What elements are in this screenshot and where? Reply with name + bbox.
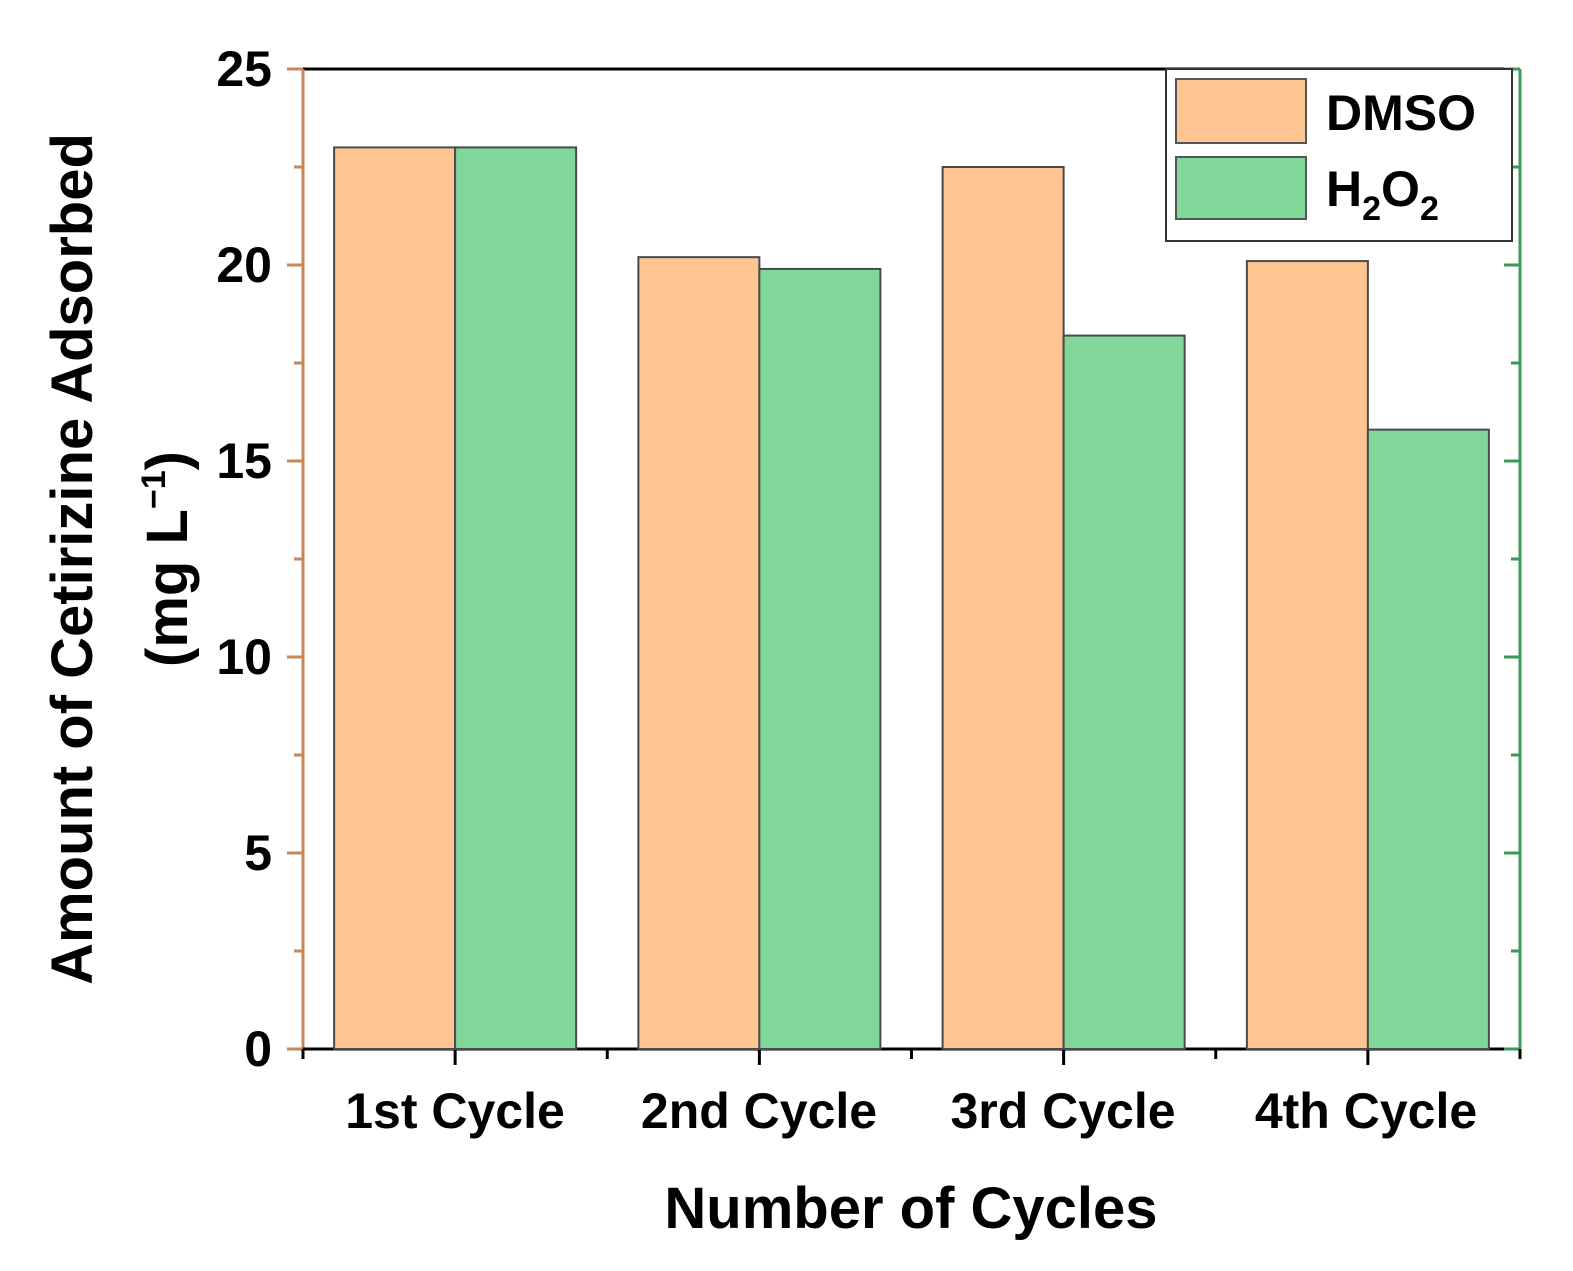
bar-h2o2-4 (1366, 428, 1490, 1050)
bars-group (333, 146, 1490, 1051)
legend-swatch-h2o2 (1175, 156, 1307, 220)
y-tick-label-25: 25 (216, 41, 272, 97)
legend-swatch-dmso (1175, 78, 1307, 144)
x-axis-title: Number of Cycles (664, 1176, 1157, 1241)
y-tick-label-20: 20 (216, 237, 272, 293)
bar-dmso-3 (941, 166, 1065, 1050)
y-tick-label-5: 5 (244, 825, 272, 881)
y-axis-unit: (mg L−1) (135, 451, 200, 667)
bar-dmso-2 (637, 256, 761, 1051)
bar-dmso-4 (1245, 260, 1369, 1050)
x-tick-label-2nd-cycle: 2nd Cycle (641, 1083, 877, 1139)
y-unit-main: (mg L (135, 509, 200, 667)
y-tick-label-10: 10 (216, 629, 272, 685)
bar-h2o2-3 (1062, 334, 1186, 1050)
bar-dmso-1 (333, 146, 457, 1050)
legend-label-dmso: DMSO (1326, 85, 1476, 141)
x-axis-ticks (301, 1049, 1522, 1065)
y-axis-title-line1: Amount of Cetirizine Adsorbed (40, 133, 105, 985)
y-tick-labels: 0 5 10 15 20 25 (216, 41, 272, 1077)
legend: DMSO H2O2 (1165, 68, 1513, 242)
x-tick-label-4th-cycle: 4th Cycle (1255, 1083, 1477, 1139)
y-unit-superscript: −1 (135, 470, 173, 509)
legend-h2o2-sub2: 2 (1420, 190, 1439, 228)
legend-h2o2-h: H (1326, 161, 1362, 217)
bar-h2o2-2 (758, 267, 882, 1051)
y-axis-ticks (287, 67, 1520, 1051)
y-axis-title-line2: (mg L−1) (135, 451, 200, 667)
x-tick-label-1st-cycle: 1st Cycle (345, 1083, 565, 1139)
bar-h2o2-1 (454, 146, 578, 1050)
x-tick-label-3rd-cycle: 3rd Cycle (950, 1083, 1175, 1139)
legend-h2o2-sub1: 2 (1362, 190, 1381, 228)
legend-h2o2-o: O (1381, 161, 1420, 217)
y-tick-label-0: 0 (244, 1021, 272, 1077)
y-unit-close: ) (135, 451, 200, 470)
y-axis-title: Amount of Cetirizine Adsorbed (40, 133, 105, 985)
legend-label-h2o2: H2O2 (1326, 161, 1439, 228)
y-tick-label-15: 15 (216, 433, 272, 489)
x-tick-labels: 1st Cycle 2nd Cycle 3rd Cycle 4th Cycle (345, 1083, 1477, 1139)
